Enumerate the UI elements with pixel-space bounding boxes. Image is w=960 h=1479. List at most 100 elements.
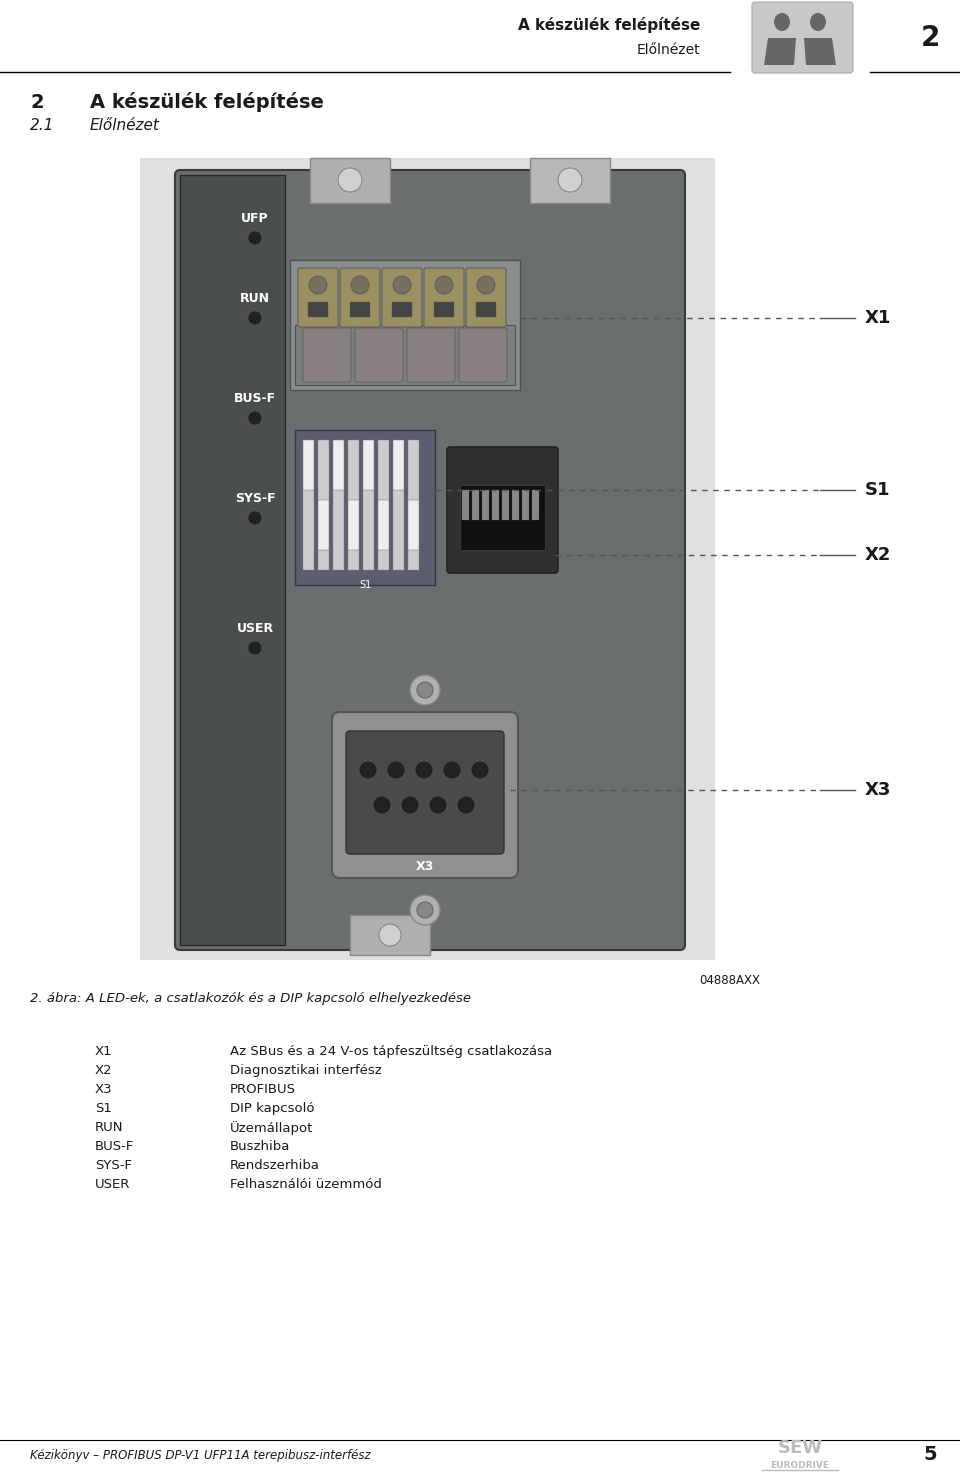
Text: 5: 5 [924, 1445, 937, 1464]
Bar [460, 485, 545, 550]
Circle shape [359, 762, 377, 779]
Text: EURODRIVE: EURODRIVE [771, 1460, 829, 1470]
Circle shape [351, 277, 369, 294]
Bar [333, 439, 344, 490]
Circle shape [401, 796, 419, 813]
Text: Üzemállapot: Üzemállapot [230, 1121, 313, 1134]
Circle shape [248, 311, 262, 325]
Text: 2.1: 2.1 [30, 118, 55, 133]
Bar [350, 916, 430, 955]
Text: Buszhiba: Buszhiba [230, 1140, 290, 1154]
Polygon shape [794, 38, 806, 65]
Circle shape [387, 762, 405, 779]
Text: SYS-F: SYS-F [234, 491, 276, 504]
Bar [303, 439, 314, 569]
Bar [512, 490, 519, 521]
Circle shape [393, 277, 411, 294]
Bar [472, 490, 479, 521]
Circle shape [471, 762, 489, 779]
Text: BUS-F: BUS-F [234, 392, 276, 404]
Bar [303, 439, 314, 490]
Bar [333, 439, 344, 569]
Bar [408, 500, 419, 550]
FancyBboxPatch shape [447, 447, 558, 572]
Text: DIP kapcsoló: DIP kapcsoló [230, 1102, 315, 1115]
Text: PROFIBUS: PROFIBUS [230, 1083, 296, 1096]
Bar [363, 439, 374, 569]
FancyBboxPatch shape [340, 268, 380, 327]
Polygon shape [800, 38, 836, 65]
Circle shape [373, 796, 391, 813]
Text: RUN: RUN [240, 291, 270, 305]
Text: X2: X2 [865, 546, 892, 563]
Circle shape [417, 682, 433, 698]
Text: 2: 2 [30, 93, 43, 111]
Text: S1: S1 [865, 481, 891, 498]
Text: Előlnézet: Előlnézet [90, 118, 160, 133]
Circle shape [443, 762, 461, 779]
Text: Felhasználói üzemmód: Felhasználói üzemmód [230, 1177, 382, 1191]
Text: BUS-F: BUS-F [95, 1140, 134, 1154]
Text: USER: USER [95, 1177, 131, 1191]
Circle shape [379, 924, 401, 947]
FancyBboxPatch shape [332, 711, 518, 879]
Circle shape [457, 796, 475, 813]
FancyBboxPatch shape [382, 268, 422, 327]
Circle shape [338, 169, 362, 192]
Bar [318, 439, 329, 569]
Bar [295, 430, 435, 586]
Text: A készülék felépítése: A készülék felépítése [90, 92, 324, 112]
Circle shape [248, 640, 262, 655]
Text: 2. ábra: A LED-ek, a csatlakozók és a DIP kapcsoló elhelyezkedése: 2. ábra: A LED-ek, a csatlakozók és a DI… [30, 992, 471, 1006]
Bar [350, 302, 370, 317]
Bar [392, 302, 412, 317]
Bar [522, 490, 529, 521]
Bar [378, 500, 389, 550]
Text: UFP: UFP [241, 211, 269, 225]
FancyBboxPatch shape [303, 328, 351, 382]
Circle shape [248, 512, 262, 525]
FancyBboxPatch shape [407, 328, 455, 382]
Text: X3: X3 [95, 1083, 112, 1096]
Text: 2: 2 [921, 24, 940, 52]
Bar [393, 439, 404, 490]
Bar [348, 500, 359, 550]
Text: X1: X1 [865, 309, 892, 327]
Text: X1: X1 [95, 1046, 112, 1057]
Text: Diagnosztikai interfész: Diagnosztikai interfész [230, 1063, 382, 1077]
Text: X3: X3 [416, 859, 434, 873]
Bar [348, 439, 359, 569]
Bar [308, 302, 328, 317]
Bar [462, 490, 469, 521]
Bar [532, 490, 539, 521]
FancyBboxPatch shape [298, 268, 338, 327]
Text: A készülék felépítése: A készülék felépítése [517, 16, 700, 33]
Polygon shape [764, 38, 800, 65]
Text: S1: S1 [359, 580, 372, 590]
Text: Kézikönyv – PROFIBUS DP-V1 UFP11A terepibusz-interfész: Kézikönyv – PROFIBUS DP-V1 UFP11A terepi… [30, 1448, 371, 1461]
Circle shape [248, 231, 262, 246]
Circle shape [417, 902, 433, 918]
Circle shape [415, 762, 433, 779]
Bar [434, 302, 454, 317]
Bar [290, 260, 520, 390]
Ellipse shape [774, 13, 790, 31]
Circle shape [558, 169, 582, 192]
Text: S1: S1 [95, 1102, 112, 1115]
Ellipse shape [810, 13, 826, 31]
Bar [482, 490, 489, 521]
Bar [408, 439, 419, 569]
Bar [378, 439, 389, 569]
Circle shape [435, 277, 453, 294]
Bar [476, 302, 496, 317]
Bar [295, 325, 515, 385]
Bar [180, 175, 285, 945]
Circle shape [477, 277, 495, 294]
Text: SEW: SEW [778, 1439, 823, 1457]
Bar [140, 158, 715, 960]
Circle shape [410, 895, 440, 924]
FancyBboxPatch shape [424, 268, 464, 327]
Text: SYS-F: SYS-F [95, 1160, 132, 1171]
Text: USER: USER [236, 621, 274, 634]
FancyBboxPatch shape [346, 731, 504, 853]
